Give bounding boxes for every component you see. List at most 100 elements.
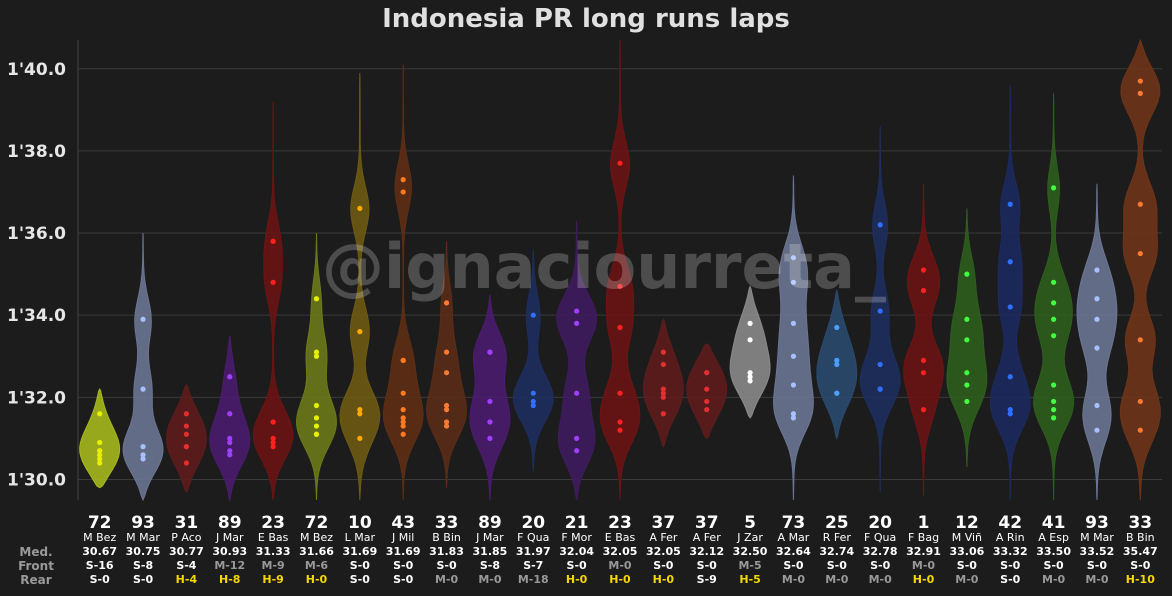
lap-point bbox=[964, 382, 970, 388]
lap-point bbox=[97, 460, 103, 466]
front-tyre: S-0 bbox=[567, 559, 587, 572]
violin-25 bbox=[1119, 38, 1161, 501]
lap-point bbox=[183, 460, 189, 466]
lap-point bbox=[790, 353, 797, 359]
median-time: 31.66 bbox=[299, 545, 334, 558]
lap-point bbox=[1094, 427, 1100, 433]
rider-number: 20 bbox=[521, 513, 545, 533]
lap-point bbox=[270, 279, 276, 285]
rider-number: 93 bbox=[131, 513, 155, 533]
violin-11 bbox=[512, 249, 554, 472]
front-tyre: S-0 bbox=[436, 559, 456, 572]
lap-point bbox=[964, 370, 970, 376]
rider-number: 73 bbox=[782, 513, 806, 533]
lap-point bbox=[1094, 316, 1100, 322]
rider-name: M Bez bbox=[83, 531, 116, 544]
lap-point bbox=[357, 407, 363, 413]
median-time: 31.83 bbox=[429, 545, 464, 558]
lap-point bbox=[183, 431, 189, 437]
lap-point bbox=[790, 415, 797, 421]
lap-point bbox=[400, 407, 406, 413]
front-tyre: M-0 bbox=[608, 559, 632, 572]
rear-tyre: H-8 bbox=[219, 573, 240, 586]
lap-point bbox=[183, 423, 189, 429]
rider-name: E Bas bbox=[605, 531, 636, 544]
median-time: 31.85 bbox=[473, 545, 508, 558]
lap-point bbox=[1094, 345, 1100, 351]
rider-name: B Bin bbox=[432, 531, 461, 544]
lap-point bbox=[400, 415, 406, 421]
lap-point bbox=[443, 370, 450, 376]
rear-tyre: S-9 bbox=[697, 573, 717, 586]
lap-point bbox=[487, 419, 493, 425]
rider-number: 43 bbox=[391, 513, 415, 533]
lap-point bbox=[747, 370, 753, 376]
rider-name: B Bin bbox=[1126, 531, 1155, 544]
rider-number: 89 bbox=[218, 513, 242, 533]
rear-tyre: M-0 bbox=[825, 573, 849, 586]
front-tyre: S-0 bbox=[1130, 559, 1150, 572]
lap-point bbox=[183, 444, 189, 450]
rider-number: 31 bbox=[175, 513, 199, 533]
lap-point bbox=[1137, 427, 1143, 433]
lap-point bbox=[1094, 267, 1100, 273]
median-time: 31.69 bbox=[386, 545, 421, 558]
lap-point bbox=[97, 439, 103, 446]
lap-point bbox=[1094, 402, 1100, 409]
violin-9 bbox=[426, 241, 468, 488]
front-tyre: S-7 bbox=[523, 559, 543, 572]
lap-point bbox=[660, 411, 666, 417]
lap-point bbox=[1051, 185, 1057, 191]
rear-tyre: M-0 bbox=[869, 573, 893, 586]
median-time: 30.93 bbox=[212, 545, 247, 558]
lap-point bbox=[313, 415, 320, 421]
rider-name: P Aco bbox=[171, 531, 202, 544]
front-tyre: M-0 bbox=[912, 559, 936, 572]
lap-point bbox=[97, 452, 103, 458]
rider-name: A Rin bbox=[996, 531, 1025, 544]
lap-point bbox=[1051, 382, 1057, 388]
lap-point bbox=[660, 349, 666, 355]
rider-name: F Qua bbox=[864, 531, 896, 544]
lap-point bbox=[97, 411, 103, 417]
median-time: 30.75 bbox=[126, 545, 161, 558]
front-tyre: S-0 bbox=[783, 559, 803, 572]
rear-tyre: S-0 bbox=[350, 573, 370, 586]
rider-number: 25 bbox=[825, 513, 849, 533]
lap-point bbox=[920, 267, 927, 273]
lap-point bbox=[487, 398, 493, 405]
rear-tyre: H-0 bbox=[566, 573, 588, 586]
front-tyre: S-8 bbox=[480, 559, 500, 572]
violin-14 bbox=[642, 318, 684, 448]
lap-point bbox=[790, 320, 797, 326]
lap-point bbox=[834, 361, 840, 368]
rider-name: F Qua bbox=[517, 531, 549, 544]
violin-22 bbox=[989, 85, 1031, 501]
lap-point bbox=[1051, 398, 1057, 405]
lap-point bbox=[1051, 279, 1057, 285]
lap-point bbox=[617, 160, 623, 166]
front-tyre: S-0 bbox=[350, 559, 370, 572]
lap-point bbox=[487, 349, 493, 355]
rider-number: 20 bbox=[868, 513, 892, 533]
lap-point bbox=[964, 316, 970, 322]
lap-point bbox=[227, 452, 233, 458]
rider-name: M Mar bbox=[1080, 531, 1114, 544]
lap-point bbox=[140, 456, 146, 462]
lap-point bbox=[617, 419, 623, 425]
rider-number: 10 bbox=[348, 513, 372, 533]
rider-name: F Bag bbox=[908, 531, 939, 544]
lap-point bbox=[183, 411, 189, 417]
rider-number: 42 bbox=[998, 513, 1022, 533]
lap-point bbox=[443, 402, 450, 409]
rider-name: J Mar bbox=[215, 531, 244, 544]
lap-point bbox=[617, 324, 623, 331]
lap-point bbox=[530, 398, 536, 405]
rider-number: 1 bbox=[918, 513, 930, 533]
median-time: 32.91 bbox=[906, 545, 941, 558]
rider-number: 93 bbox=[1085, 513, 1109, 533]
rider-number: 41 bbox=[1042, 513, 1066, 533]
lap-point bbox=[1137, 250, 1143, 257]
rear-tyre: M-18 bbox=[518, 573, 549, 586]
